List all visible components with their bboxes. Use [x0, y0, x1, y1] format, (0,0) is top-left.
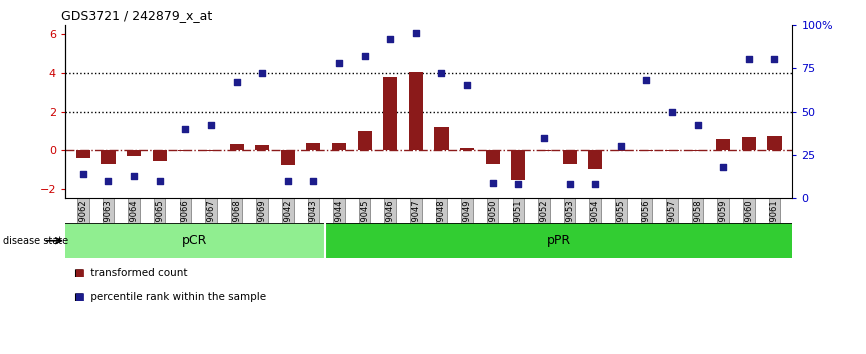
Text: ■  transformed count: ■ transformed count [74, 268, 187, 278]
Point [614, 143, 628, 149]
Text: disease state: disease state [3, 236, 68, 246]
Bar [332, 143, 346, 150]
Bar [204, 150, 218, 151]
Bar [255, 145, 269, 150]
Bar [325, 223, 792, 258]
Point [358, 53, 372, 59]
Bar [486, 150, 500, 164]
Point [588, 182, 602, 187]
Point [435, 70, 449, 76]
Point [229, 79, 243, 85]
Bar [383, 77, 397, 150]
Bar [690, 150, 705, 151]
Point [76, 171, 90, 177]
Bar [76, 150, 90, 158]
Bar [409, 72, 423, 150]
Bar [588, 150, 602, 169]
Bar [307, 143, 320, 150]
Point [563, 182, 577, 187]
Point [409, 30, 423, 36]
Point [665, 109, 679, 114]
Text: GDS3721 / 242879_x_at: GDS3721 / 242879_x_at [61, 9, 212, 22]
Bar [435, 127, 449, 150]
Bar [178, 150, 192, 151]
Point [127, 173, 141, 178]
Bar [537, 150, 551, 151]
Point [178, 126, 192, 132]
Bar [358, 131, 372, 150]
Bar [563, 150, 577, 164]
Bar [511, 150, 526, 180]
Point [537, 135, 551, 140]
Point [384, 36, 397, 41]
Text: ■: ■ [74, 268, 83, 278]
Bar [65, 223, 325, 258]
Point [716, 164, 730, 170]
Point [486, 180, 500, 185]
Point [204, 122, 218, 128]
Bar [767, 136, 781, 150]
Point [691, 122, 705, 128]
Bar [614, 150, 628, 151]
Point [512, 182, 526, 187]
Bar [742, 137, 756, 150]
Text: pCR: pCR [182, 234, 208, 247]
Point [639, 78, 653, 83]
Bar [639, 150, 654, 151]
Text: pPR: pPR [546, 234, 571, 247]
Text: ■  percentile rank within the sample: ■ percentile rank within the sample [74, 292, 266, 302]
Text: ■: ■ [74, 292, 83, 302]
Point [101, 178, 115, 184]
Point [460, 82, 474, 88]
Point [152, 178, 166, 184]
Point [307, 178, 320, 184]
Bar [127, 150, 141, 156]
Point [281, 178, 294, 184]
Point [742, 57, 756, 62]
Bar [460, 148, 475, 150]
Point [332, 60, 346, 66]
Bar [101, 150, 115, 164]
Bar [229, 144, 243, 150]
Point [767, 57, 781, 62]
Bar [152, 150, 167, 161]
Point [255, 70, 269, 76]
Bar [716, 139, 730, 150]
Bar [665, 150, 679, 151]
Bar [281, 150, 294, 165]
